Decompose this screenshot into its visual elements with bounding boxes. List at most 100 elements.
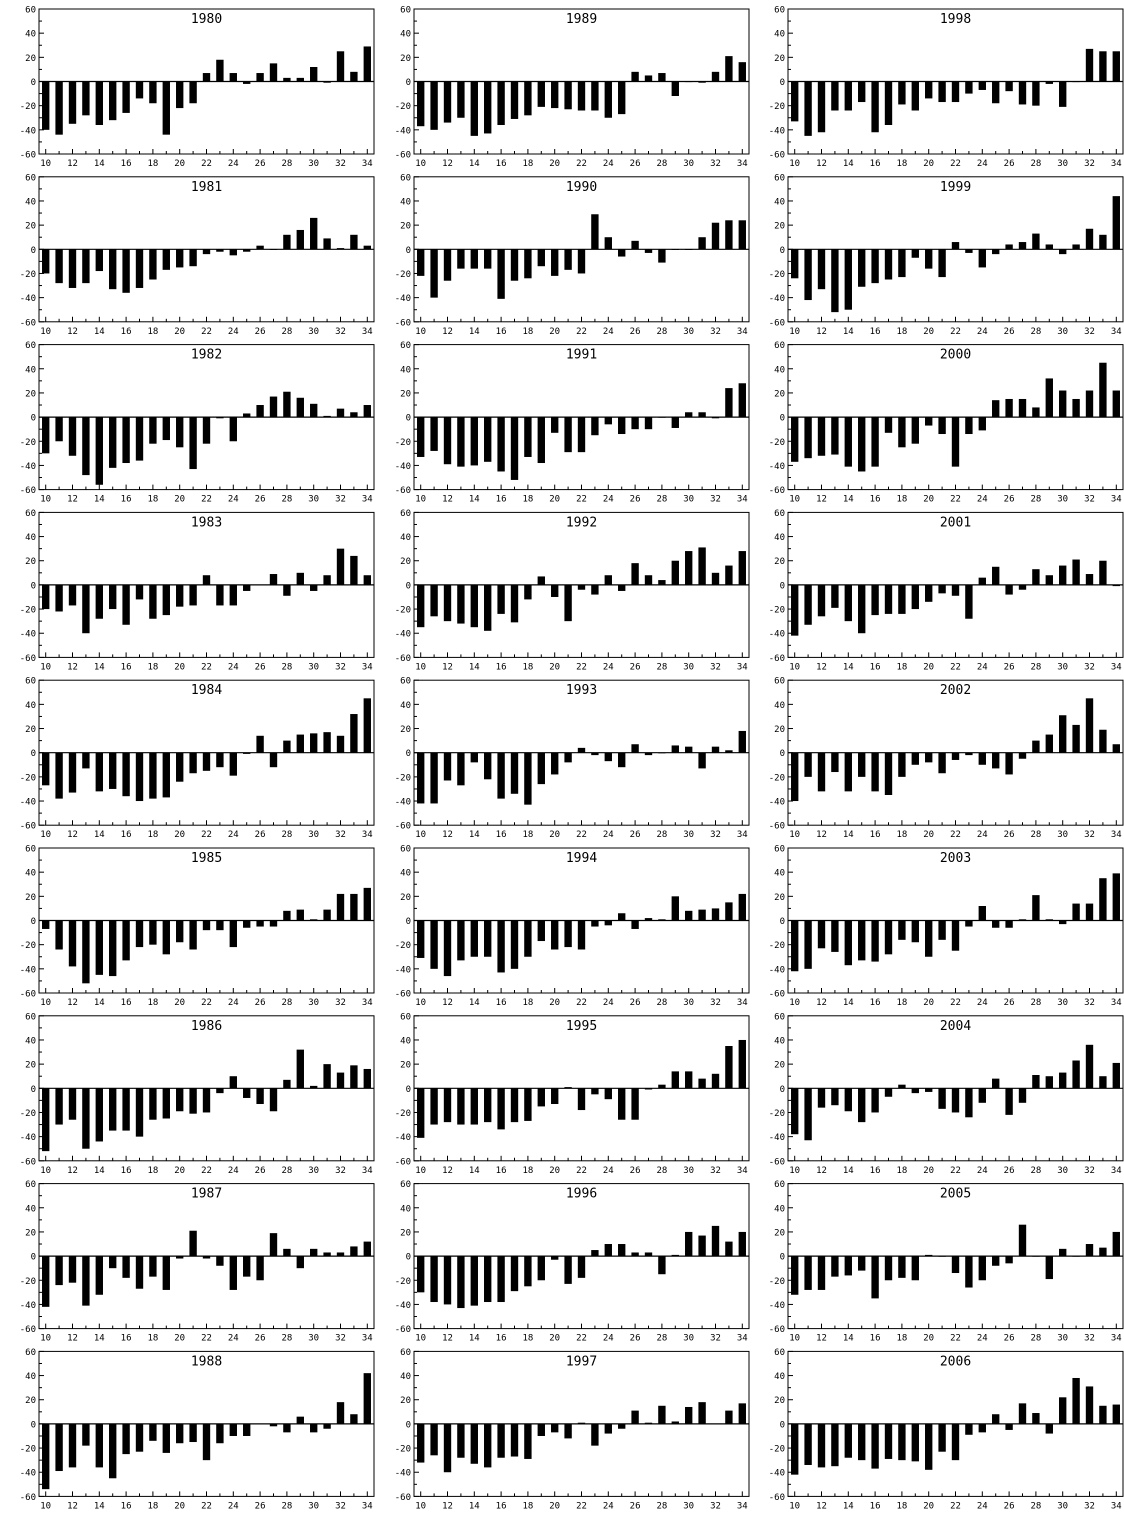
bar-2003-22 — [951, 920, 960, 951]
bar-2004-27 — [1018, 1088, 1027, 1103]
bar-1987-21 — [189, 1230, 197, 1257]
x-tick-label: 32 — [1084, 495, 1095, 505]
x-tick-label: 22 — [950, 159, 961, 169]
y-tick-label: 0 — [31, 414, 36, 424]
bar-1993-22 — [577, 747, 586, 753]
y-tick-label: 20 — [25, 222, 36, 232]
bar-2002-15 — [858, 752, 866, 777]
bar-1999-15 — [858, 249, 866, 287]
bar-1988-15 — [109, 1423, 117, 1479]
bar-1995-26 — [631, 1088, 639, 1120]
x-tick-label: 32 — [335, 327, 346, 337]
x-tick-label: 34 — [362, 1501, 373, 1511]
bar-1980-17 — [135, 81, 144, 99]
x-tick-label: 20 — [174, 495, 185, 505]
bar-1982-19 — [162, 417, 170, 441]
bar-2006-19 — [911, 1423, 919, 1462]
bar-1997-14 — [470, 1423, 478, 1464]
bar-1982-28 — [283, 391, 291, 418]
bar-1986-12 — [68, 1088, 77, 1120]
chart-panel-2002: 2002 60 40 20 0 -20 -40 -60 10 12 14 16 18 20 22 24 26 28… — [769, 677, 1124, 840]
x-tick-label: 12 — [816, 1166, 827, 1176]
x-tick-label: 28 — [656, 830, 667, 840]
bar-2001-21 — [938, 584, 946, 594]
x-tick-label: 26 — [1004, 1166, 1015, 1176]
x-tick-label: 14 — [469, 1334, 480, 1344]
bar-1983-12 — [68, 584, 77, 606]
x-tick-label: 22 — [576, 1334, 587, 1344]
bar-2001-16 — [871, 584, 879, 616]
bar-1995-18 — [524, 1088, 532, 1121]
bar-1986-32 — [336, 1072, 345, 1089]
bar-1990-21 — [564, 249, 572, 270]
bar-1993-31 — [698, 752, 706, 769]
x-tick-label: 32 — [1084, 662, 1095, 672]
bar-1994-16 — [497, 920, 505, 973]
bar-1994-22 — [577, 920, 586, 950]
bar-2000-11 — [804, 417, 812, 459]
y-tick-label: -60 — [769, 1493, 785, 1503]
x-tick-label: 24 — [228, 327, 239, 337]
y-tick-label: 20 — [400, 1061, 411, 1071]
bar-2001-19 — [911, 584, 919, 610]
bar-1988-14 — [95, 1423, 103, 1468]
x-tick-label: 26 — [255, 1334, 266, 1344]
bar-1999-18 — [898, 249, 906, 278]
bar-2005-15 — [858, 1256, 866, 1271]
y-tick-label: 60 — [774, 173, 785, 183]
bar-2001-34 — [1112, 584, 1120, 587]
bar-1989-20 — [551, 81, 559, 109]
y-tick-label: 60 — [400, 677, 411, 687]
y-tick-label: -40 — [20, 1469, 36, 1479]
x-tick-label: 20 — [549, 998, 560, 1008]
bar-1992-16 — [497, 584, 505, 614]
bar-1981-32 — [336, 248, 345, 250]
y-tick-label: 20 — [25, 54, 36, 64]
bar-1980-18 — [149, 81, 157, 104]
y-tick-label: -20 — [20, 606, 36, 616]
bar-1987-17 — [135, 1256, 144, 1289]
chart-title: 1998 — [940, 12, 971, 27]
y-tick-label: 0 — [780, 414, 785, 424]
x-tick-label: 26 — [630, 830, 641, 840]
x-tick-label: 34 — [1111, 327, 1122, 337]
bar-1983-16 — [122, 584, 130, 625]
y-tick-label: 40 — [774, 533, 785, 543]
bar-1992-20 — [551, 584, 559, 597]
chart-panel-1995: 1995 60 40 20 0 -20 -40 -60 10 12 14 16 18 20 22 24 26 28… — [395, 1012, 750, 1176]
y-tick-label: 0 — [406, 749, 411, 759]
bar-1991-14 — [470, 417, 478, 466]
x-tick-label: 34 — [362, 1334, 373, 1344]
x-tick-label: 16 — [870, 1501, 881, 1511]
bar-1993-15 — [484, 752, 492, 780]
y-tick-label: 40 — [400, 1036, 411, 1046]
x-tick-label: 34 — [737, 327, 748, 337]
bar-1989-15 — [484, 81, 492, 134]
bar-1980-34 — [363, 46, 371, 82]
bar-1995-27 — [644, 1088, 653, 1090]
x-tick-label: 18 — [147, 495, 158, 505]
bar-1991-31 — [698, 412, 706, 418]
bar-2003-20 — [925, 920, 933, 957]
bar-2005-13 — [831, 1256, 839, 1277]
x-tick-label: 28 — [281, 495, 292, 505]
bar-2002-21 — [938, 752, 946, 774]
bar-1991-10 — [417, 417, 425, 457]
y-tick-label: 20 — [400, 725, 411, 735]
bar-1997-19 — [537, 1423, 545, 1436]
bar-1992-23 — [591, 584, 599, 595]
bar-1989-23 — [591, 81, 599, 111]
y-tick-label: 20 — [774, 1396, 785, 1406]
y-tick-label: -20 — [395, 941, 411, 951]
bar-1981-26 — [256, 245, 264, 250]
y-tick-label: -40 — [769, 294, 785, 304]
x-tick-label: 10 — [40, 159, 51, 169]
y-tick-label: -20 — [20, 438, 36, 448]
bar-1990-28 — [658, 249, 666, 263]
bar-2006-29 — [1045, 1423, 1053, 1434]
bar-2005-25 — [992, 1256, 1000, 1266]
bar-1980-16 — [122, 81, 130, 113]
bar-2004-30 — [1059, 1072, 1067, 1089]
y-tick-label: -60 — [20, 654, 36, 664]
bar-1988-28 — [283, 1423, 291, 1433]
